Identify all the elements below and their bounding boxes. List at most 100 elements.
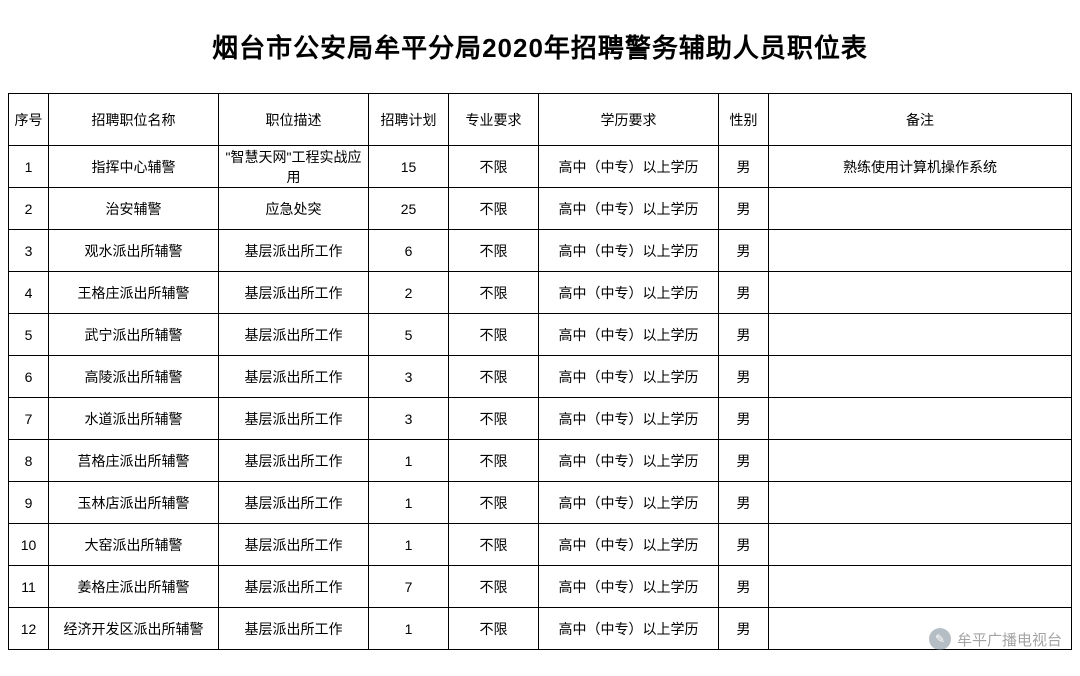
cell-desc: 基层派出所工作 — [219, 566, 369, 608]
cell-major: 不限 — [449, 356, 539, 398]
watermark-icon: ✎ — [929, 628, 951, 650]
cell-plan: 6 — [369, 230, 449, 272]
cell-position: 高陵派出所辅警 — [49, 356, 219, 398]
cell-position: 指挥中心辅警 — [49, 146, 219, 188]
cell-desc: 基层派出所工作 — [219, 608, 369, 650]
col-header-index: 序号 — [9, 94, 49, 146]
cell-position: 经济开发区派出所辅警 — [49, 608, 219, 650]
cell-position: 观水派出所辅警 — [49, 230, 219, 272]
cell-education: 高中（中专）以上学历 — [539, 608, 719, 650]
cell-plan: 3 — [369, 398, 449, 440]
cell-education: 高中（中专）以上学历 — [539, 524, 719, 566]
cell-index: 1 — [9, 146, 49, 188]
table-row: 3观水派出所辅警基层派出所工作6不限高中（中专）以上学历男 — [9, 230, 1072, 272]
cell-education: 高中（中专）以上学历 — [539, 482, 719, 524]
cell-major: 不限 — [449, 524, 539, 566]
cell-plan: 7 — [369, 566, 449, 608]
cell-position: 武宁派出所辅警 — [49, 314, 219, 356]
cell-gender: 男 — [719, 272, 769, 314]
cell-gender: 男 — [719, 314, 769, 356]
table-row: 4王格庄派出所辅警基层派出所工作2不限高中（中专）以上学历男 — [9, 272, 1072, 314]
cell-index: 4 — [9, 272, 49, 314]
cell-remark — [769, 566, 1072, 608]
cell-position: 王格庄派出所辅警 — [49, 272, 219, 314]
cell-remark — [769, 230, 1072, 272]
cell-gender: 男 — [719, 398, 769, 440]
cell-major: 不限 — [449, 314, 539, 356]
positions-table: 序号 招聘职位名称 职位描述 招聘计划 专业要求 学历要求 性别 备注 1指挥中… — [8, 93, 1072, 650]
cell-desc: 应急处突 — [219, 188, 369, 230]
cell-major: 不限 — [449, 398, 539, 440]
cell-remark: 熟练使用计算机操作系统 — [769, 146, 1072, 188]
cell-desc: 基层派出所工作 — [219, 440, 369, 482]
cell-remark — [769, 272, 1072, 314]
cell-education: 高中（中专）以上学历 — [539, 272, 719, 314]
cell-desc: 基层派出所工作 — [219, 356, 369, 398]
cell-remark — [769, 356, 1072, 398]
cell-education: 高中（中专）以上学历 — [539, 188, 719, 230]
cell-education: 高中（中专）以上学历 — [539, 440, 719, 482]
col-header-remark: 备注 — [769, 94, 1072, 146]
cell-index: 7 — [9, 398, 49, 440]
cell-index: 3 — [9, 230, 49, 272]
cell-index: 5 — [9, 314, 49, 356]
table-row: 5武宁派出所辅警基层派出所工作5不限高中（中专）以上学历男 — [9, 314, 1072, 356]
watermark-text: 牟平广播电视台 — [957, 629, 1062, 650]
cell-remark — [769, 398, 1072, 440]
table-row: 11姜格庄派出所辅警基层派出所工作7不限高中（中专）以上学历男 — [9, 566, 1072, 608]
cell-gender: 男 — [719, 608, 769, 650]
document-page: 烟台市公安局牟平分局2020年招聘警务辅助人员职位表 序号 招聘职位名称 职位描… — [0, 0, 1080, 650]
col-header-gender: 性别 — [719, 94, 769, 146]
table-row: 12经济开发区派出所辅警基层派出所工作1不限高中（中专）以上学历男 — [9, 608, 1072, 650]
cell-index: 9 — [9, 482, 49, 524]
cell-gender: 男 — [719, 230, 769, 272]
page-title: 烟台市公安局牟平分局2020年招聘警务辅助人员职位表 — [8, 28, 1072, 65]
col-header-plan: 招聘计划 — [369, 94, 449, 146]
cell-gender: 男 — [719, 146, 769, 188]
col-header-desc: 职位描述 — [219, 94, 369, 146]
cell-desc: 基层派出所工作 — [219, 482, 369, 524]
cell-desc: "智慧天网"工程实战应用 — [219, 146, 369, 188]
table-header-row: 序号 招聘职位名称 职位描述 招聘计划 专业要求 学历要求 性别 备注 — [9, 94, 1072, 146]
cell-position: 大窑派出所辅警 — [49, 524, 219, 566]
cell-desc: 基层派出所工作 — [219, 314, 369, 356]
table-row: 1指挥中心辅警"智慧天网"工程实战应用15不限高中（中专）以上学历男熟练使用计算… — [9, 146, 1072, 188]
cell-gender: 男 — [719, 524, 769, 566]
cell-gender: 男 — [719, 566, 769, 608]
cell-position: 姜格庄派出所辅警 — [49, 566, 219, 608]
cell-plan: 1 — [369, 608, 449, 650]
cell-plan: 1 — [369, 440, 449, 482]
cell-education: 高中（中专）以上学历 — [539, 146, 719, 188]
table-row: 6高陵派出所辅警基层派出所工作3不限高中（中专）以上学历男 — [9, 356, 1072, 398]
cell-plan: 25 — [369, 188, 449, 230]
table-row: 8莒格庄派出所辅警基层派出所工作1不限高中（中专）以上学历男 — [9, 440, 1072, 482]
cell-major: 不限 — [449, 272, 539, 314]
cell-desc: 基层派出所工作 — [219, 398, 369, 440]
cell-position: 治安辅警 — [49, 188, 219, 230]
table-row: 7水道派出所辅警基层派出所工作3不限高中（中专）以上学历男 — [9, 398, 1072, 440]
cell-gender: 男 — [719, 482, 769, 524]
cell-major: 不限 — [449, 608, 539, 650]
cell-remark — [769, 314, 1072, 356]
cell-remark — [769, 440, 1072, 482]
cell-major: 不限 — [449, 146, 539, 188]
cell-major: 不限 — [449, 230, 539, 272]
cell-remark — [769, 482, 1072, 524]
cell-desc: 基层派出所工作 — [219, 272, 369, 314]
cell-education: 高中（中专）以上学历 — [539, 566, 719, 608]
cell-index: 2 — [9, 188, 49, 230]
watermark: ✎ 牟平广播电视台 — [929, 628, 1062, 650]
cell-education: 高中（中专）以上学历 — [539, 398, 719, 440]
table-row: 2治安辅警应急处突25不限高中（中专）以上学历男 — [9, 188, 1072, 230]
cell-major: 不限 — [449, 566, 539, 608]
cell-index: 6 — [9, 356, 49, 398]
cell-position: 玉林店派出所辅警 — [49, 482, 219, 524]
cell-desc: 基层派出所工作 — [219, 524, 369, 566]
cell-gender: 男 — [719, 356, 769, 398]
cell-education: 高中（中专）以上学历 — [539, 314, 719, 356]
cell-education: 高中（中专）以上学历 — [539, 356, 719, 398]
cell-desc: 基层派出所工作 — [219, 230, 369, 272]
table-body: 1指挥中心辅警"智慧天网"工程实战应用15不限高中（中专）以上学历男熟练使用计算… — [9, 146, 1072, 650]
cell-index: 11 — [9, 566, 49, 608]
cell-index: 12 — [9, 608, 49, 650]
